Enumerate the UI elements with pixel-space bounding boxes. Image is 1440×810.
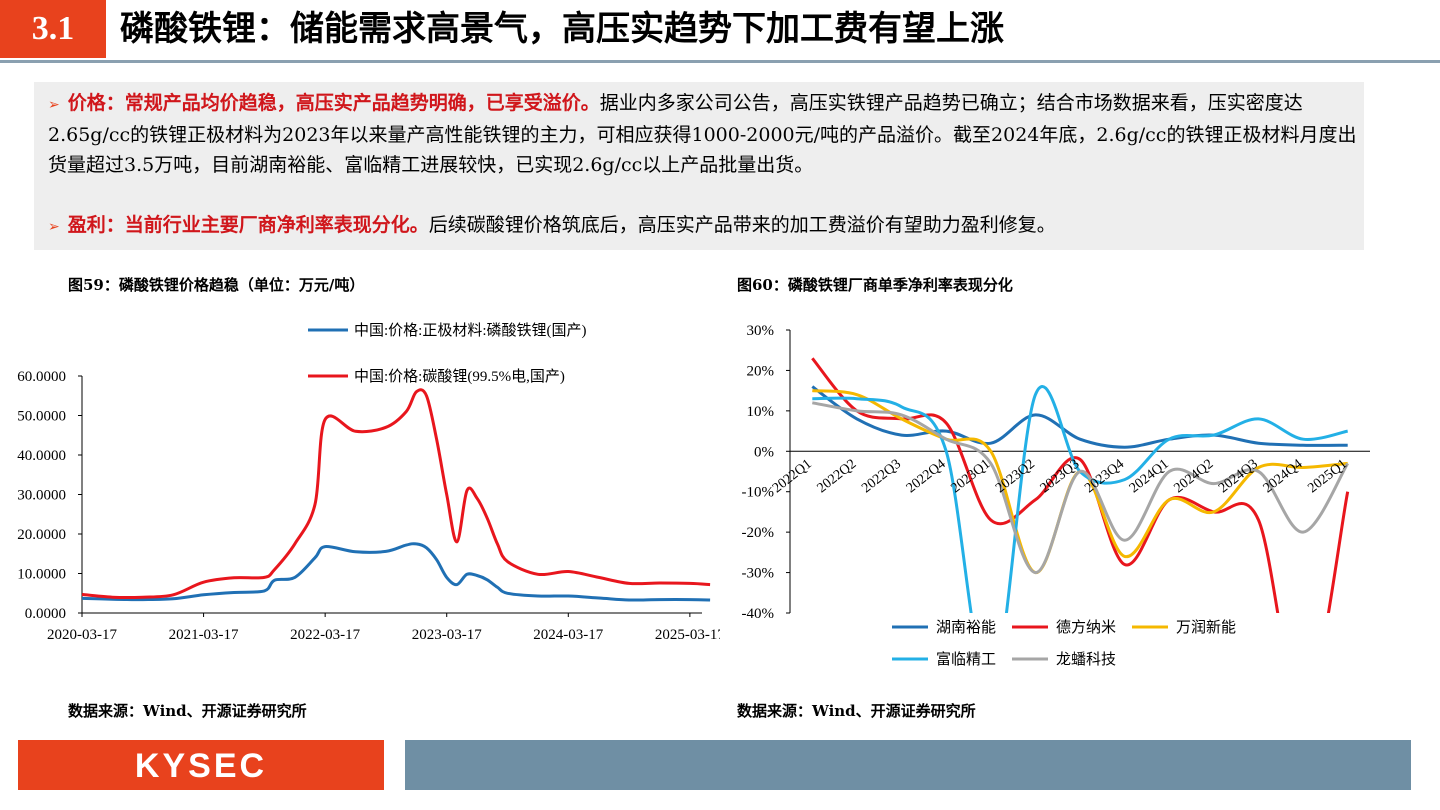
- legend-label-4: 富临精工: [936, 650, 996, 668]
- summary-bullet-profit: ➢ 盈利：当前行业主要厂商净利率表现分化。后续碳酸锂价格筑底后，高压实产品带来的加…: [48, 210, 1358, 242]
- bullet-text: 后续碳酸锂价格筑底后，高压实产品带来的加工费溢价有望助力盈利修复。: [428, 214, 1056, 236]
- y-tick-label: 60.0000: [17, 369, 66, 385]
- slide-title: 磷酸铁锂：储能需求高景气，高压实趋势下加工费有望上涨: [120, 9, 1004, 49]
- x-tick-label: 2024Q3: [1216, 457, 1261, 497]
- y-tick-label: -10%: [742, 485, 775, 501]
- x-tick-label: 2022Q2: [815, 457, 860, 497]
- y-tick-label: 30.0000: [17, 488, 66, 504]
- title-divider: [0, 60, 1440, 63]
- series-line-2: [811, 357, 1350, 613]
- y-tick-label: 50.0000: [17, 409, 66, 425]
- bullet-arrow-icon: ➢: [48, 97, 60, 113]
- bullet-highlight: 盈利：当前行业主要厂商净利率表现分化。: [67, 214, 429, 236]
- bullet-text: 据业内多家公司公告，高压实铁锂产品趋势已确立；结合市场数据来看，压实密度达2.6…: [48, 92, 1357, 176]
- price-trend-chart: 0.0000 10.0000 20.0000 30.0000 40.0000 50.000…: [17, 322, 720, 643]
- y-tick-label: -20%: [742, 525, 775, 541]
- x-tick-label: 2022Q1: [770, 457, 815, 497]
- series-line-4: [812, 384, 1349, 613]
- x-tick-label: 2024Q2: [1172, 457, 1217, 497]
- legend-label-2: 德方纳米: [1056, 618, 1116, 636]
- figure60-source: 数据来源：Wind、开源证券研究所: [737, 702, 976, 720]
- series-line-1: [81, 542, 711, 602]
- figure59-title: 图59：磷酸铁锂价格趋稳（单位：万元/吨）: [68, 276, 365, 294]
- legend-label-1: 中国:价格:正极材料:磷酸铁锂(国产): [354, 322, 587, 339]
- bullet-highlight: 价格：常规产品均价趋稳，高压实产品趋势明确，已享受溢价。: [67, 92, 600, 114]
- section-number-badge: 3.1: [0, 0, 106, 58]
- x-tick-label: 2020-03-17: [47, 627, 117, 643]
- y-tick-label: 40.0000: [17, 448, 66, 464]
- series-line-5: [812, 401, 1349, 575]
- figure60-title: 图60：磷酸铁锂厂商单季净利率表现分化: [737, 276, 1013, 294]
- summary-box: ➢ 价格：常规产品均价趋稳，高压实产品趋势明确，已享受溢价。据业内多家公司公告，高…: [34, 82, 1364, 250]
- y-tick-label: -40%: [742, 606, 775, 622]
- x-tick-label: 2023-03-17: [412, 627, 482, 643]
- figure59-source: 数据来源：Wind、开源证券研究所: [68, 702, 307, 720]
- y-tick-label: 0.0000: [25, 606, 66, 622]
- x-tick-label: 2022Q3: [859, 457, 904, 497]
- summary-bullet-price: ➢ 价格：常规产品均价趋稳，高压实产品趋势明确，已享受溢价。据业内多家公司公告，高…: [48, 88, 1358, 180]
- legend-label-5: 龙蟠科技: [1056, 651, 1116, 668]
- footer-logo-panel: [18, 740, 384, 790]
- y-tick-label: 10.0000: [17, 567, 66, 583]
- y-tick-label: 10%: [747, 404, 775, 420]
- y-tick-label: 30%: [747, 323, 775, 339]
- y-tick-label: 20%: [747, 363, 775, 379]
- legend-label-1: 湖南裕能: [936, 619, 996, 636]
- x-tick-label: 2022Q4: [904, 457, 949, 497]
- legend-label-2: 中国:价格:碳酸锂(99.5%电,国产): [354, 368, 565, 385]
- x-tick-label: 2024-03-17: [533, 627, 603, 643]
- x-tick-label: 2022-03-17: [290, 627, 360, 643]
- bullet-arrow-icon: ➢: [48, 219, 60, 235]
- x-tick-label: 2025Q1: [1305, 457, 1350, 497]
- series-group: [811, 357, 1350, 613]
- net-margin-chart: -40%-30%-20%-10%0%10%20%30%2022Q1 2022Q2 2…: [742, 323, 1370, 668]
- x-tick-label: 2025-03-17: [655, 627, 720, 643]
- series-line-1: [811, 385, 1348, 449]
- y-tick-label: 0%: [754, 444, 774, 460]
- y-tick-label: 20.0000: [17, 527, 66, 543]
- y-tick-label: -30%: [742, 566, 775, 582]
- kysec-logo: KYSEC: [134, 747, 268, 785]
- x-tick-label: 2021-03-17: [169, 627, 239, 643]
- x-tick-label: 2023Q1: [948, 457, 993, 497]
- series-line-2: [81, 388, 711, 600]
- footer-bar: [405, 740, 1411, 790]
- legend-label-3: 万润新能: [1176, 619, 1236, 636]
- x-tick-label: 2024Q4: [1261, 457, 1306, 497]
